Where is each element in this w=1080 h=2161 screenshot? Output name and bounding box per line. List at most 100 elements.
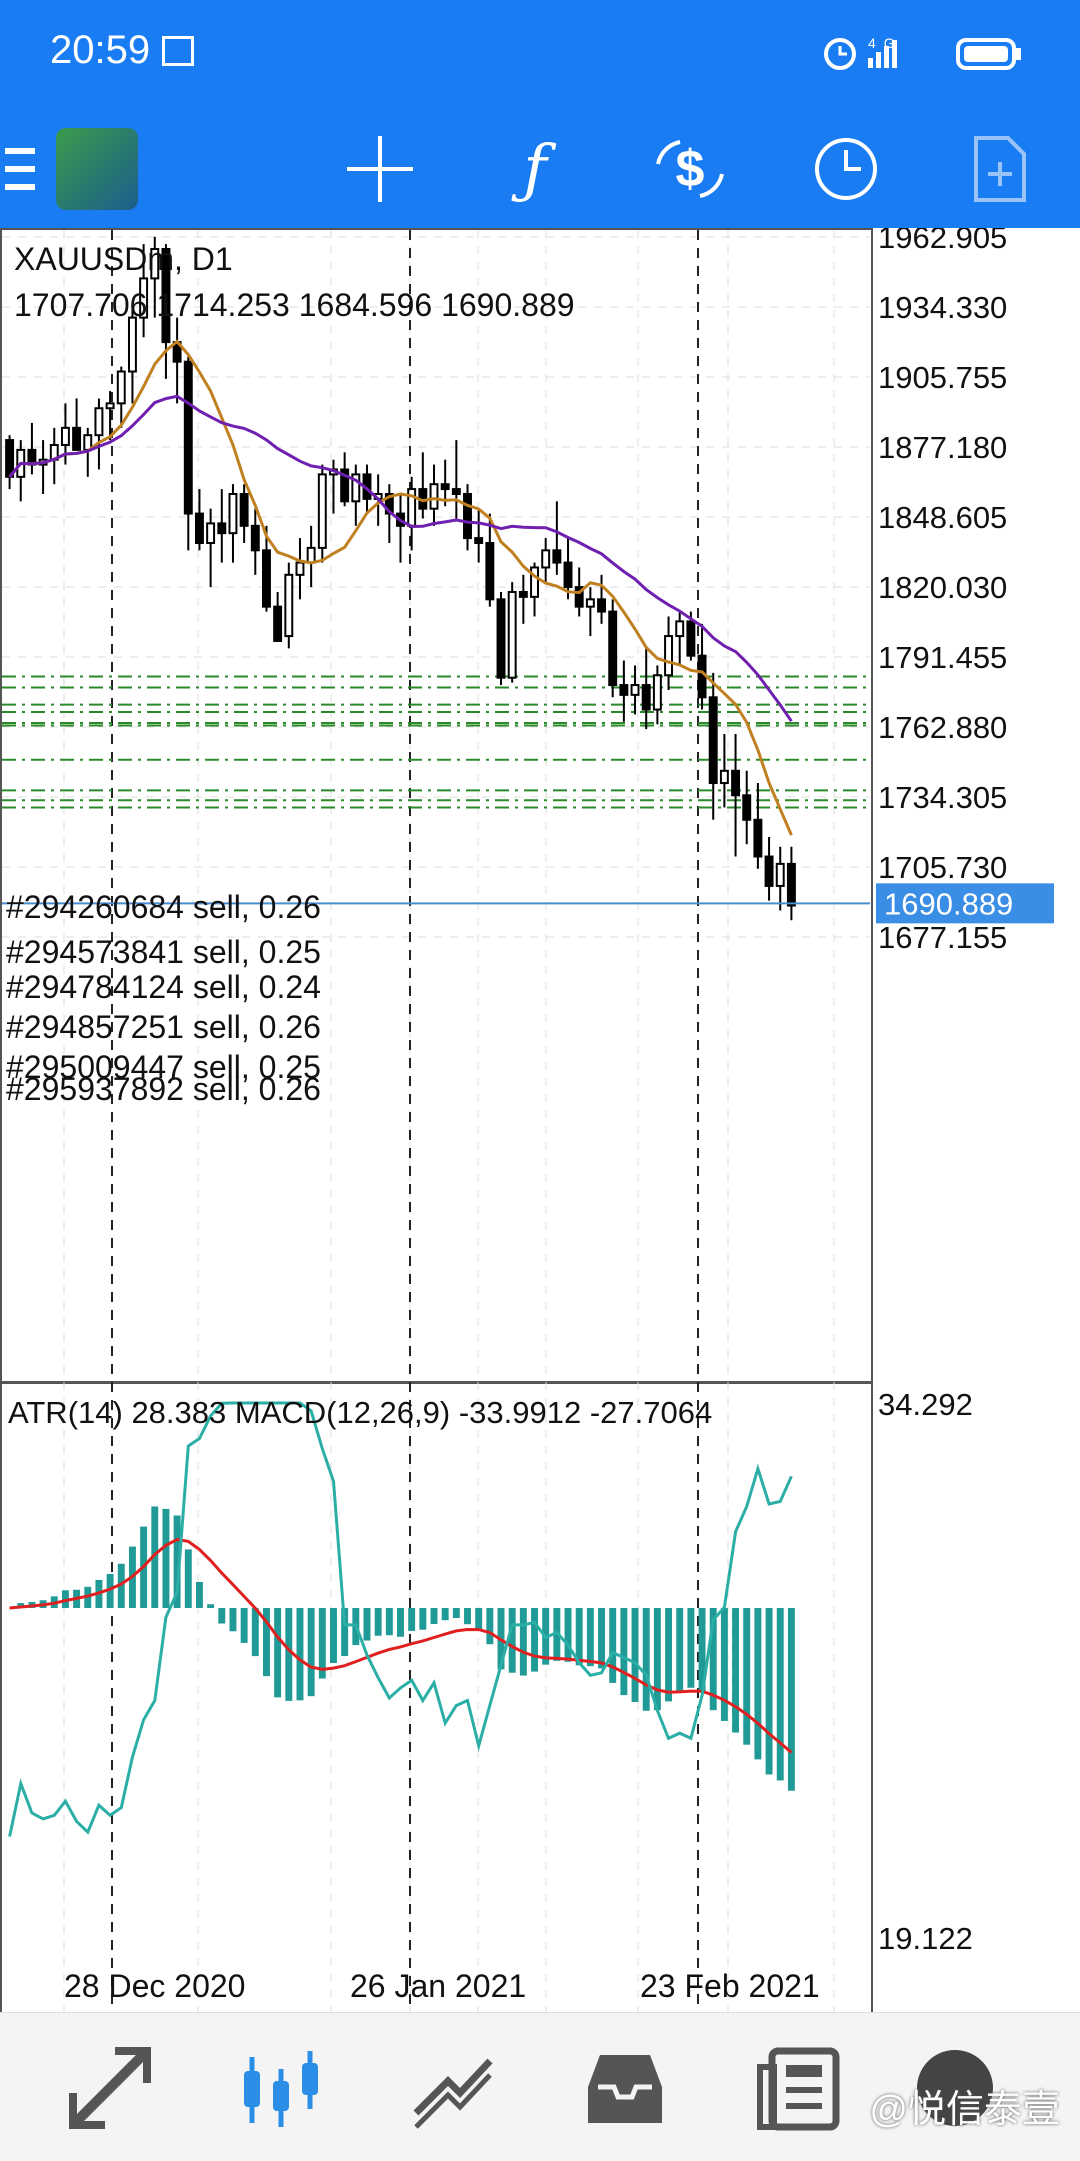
macd-bar [318,1608,326,1679]
macd-bar [743,1608,751,1745]
candle-body [507,590,517,679]
macd-bar [173,1515,181,1608]
macd-bar [408,1608,416,1631]
news-icon[interactable] [744,2033,854,2143]
candle-body [641,684,651,711]
macd-bar [642,1608,650,1711]
candle-body [742,794,752,821]
macd-bar [240,1608,248,1643]
battery-icon [956,38,1021,70]
chart-nav-icon[interactable] [226,2033,336,2143]
price-axis-label: 1677.155 [878,920,1007,955]
macd-bar [195,1581,203,1608]
macd-bar [665,1608,673,1702]
macd-bar [720,1608,728,1721]
candle-body [664,635,674,677]
macd-bar [620,1608,628,1696]
candle-body [719,769,729,785]
macd-bar [184,1549,192,1608]
ma-slow-line [8,394,793,723]
macd-bar [575,1608,583,1666]
crosshair-icon[interactable] [330,110,430,228]
macd-bar [776,1608,784,1781]
candle-body [127,316,137,373]
indicator-max-label: 34.292 [878,1387,973,1422]
candle-body [150,248,160,280]
price-axis-label: 1820.030 [878,570,1007,605]
candle-body [463,492,472,540]
candle-body [351,473,361,503]
candle-body [731,769,741,797]
current-price-badge: 1690.889 [876,883,1054,924]
macd-bar [419,1608,427,1630]
candle-body [552,549,562,564]
macd-bar [486,1608,494,1645]
menu-icon[interactable] [0,110,40,228]
macd-bar [397,1608,404,1637]
candle-body [250,524,260,552]
macd-bar [296,1608,304,1701]
candle-body [496,598,506,679]
trade-icon[interactable]: $ [640,110,740,228]
macd-bar [374,1608,382,1636]
toolbar: ƒ $ [0,110,1080,228]
app-logo-button[interactable] [52,110,142,228]
price-axis-label: 1762.880 [878,710,1007,745]
app-logo [56,128,138,210]
macd-bar [653,1608,661,1711]
price-axis-label: 1848.605 [878,500,1007,535]
candle-body [708,696,718,785]
quotes-icon[interactable] [55,2033,165,2143]
macd-bar [531,1608,538,1672]
macd-bar [218,1608,226,1624]
order-label: #294784124 sell, 0.24 [6,969,321,1005]
notes-icon [162,36,194,66]
macd-bar [229,1608,237,1632]
macd-bar [508,1608,516,1673]
atr-line [8,1401,793,1837]
timeframe-icon[interactable] [796,110,896,228]
macd-bar [787,1608,795,1791]
macd-bar [285,1608,293,1701]
candle-body [295,561,305,576]
watermark: @悦信泰壹 [869,2089,1060,2131]
macd-bar [676,1608,684,1691]
macd-bar [452,1608,460,1619]
indicator-label: ATR(14) 28.383 MACD(12,26,9) -33.9912 -2… [8,1395,712,1430]
function-icon[interactable]: ƒ [523,132,547,206]
macd-bar [106,1573,114,1608]
trade-nav-icon[interactable] [398,2033,508,2143]
settings-avatar-icon[interactable] [900,2033,1010,2143]
ma-fast-line [8,339,793,836]
macd-bar [307,1608,315,1697]
candle-body [530,566,539,598]
order-label: #294260684 sell, 0.26 [6,889,321,925]
candle-body [786,862,796,907]
candle-body [563,561,573,589]
signal-4g-icon: 4G [868,35,897,68]
candle-body [317,473,327,549]
price-axis-label: 1705.730 [878,850,1007,885]
macd-bar [207,1604,215,1608]
price-axis-label: 1734.305 [878,780,1007,815]
price-axis-label: 1934.330 [878,290,1007,325]
history-inbox-icon[interactable] [570,2033,680,2143]
macd-bar [754,1608,762,1760]
chart-area[interactable]: XAUUSDm, D1 1707.706 1714.253 1684.596 1… [0,228,1080,2012]
new-template-icon[interactable] [950,110,1050,228]
macd-bar [263,1608,270,1677]
ohlc-label: 1707.706 1714.253 1684.596 1690.889 [14,287,575,323]
candle-body [451,488,461,495]
candle-body [474,537,484,544]
macd-bar [464,1608,471,1625]
current-price-text: 1690.889 [884,886,1013,921]
macd-bar [363,1608,371,1641]
macd-bar [475,1608,483,1630]
status-bar: 20:59 4G [0,0,1080,110]
candle-body [105,402,115,410]
candle-body [116,370,126,405]
order-label: #295937892 sell, 0.26 [6,1071,321,1107]
price-chart[interactable]: XAUUSDm, D1 1707.706 1714.253 1684.596 1… [0,228,1080,2012]
macd-bar [732,1608,740,1733]
macd-bar [117,1563,125,1608]
